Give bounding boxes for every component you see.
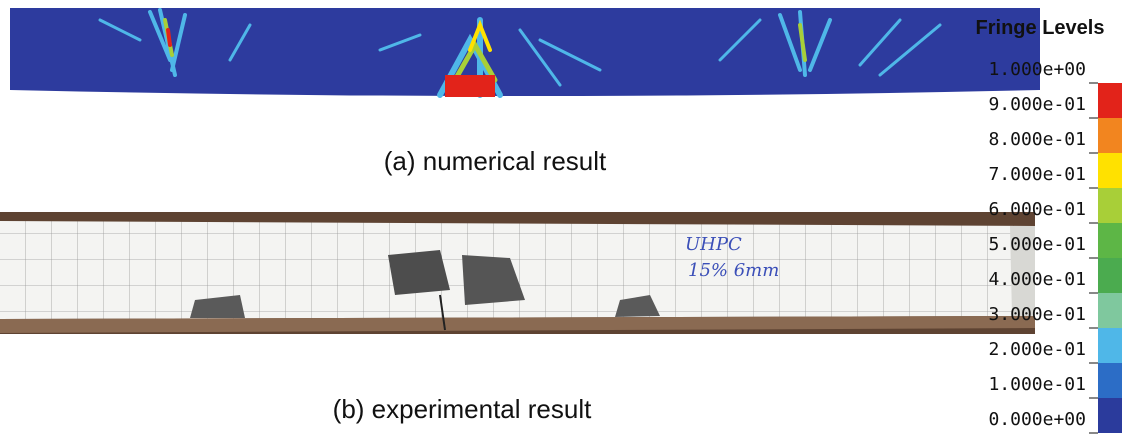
colorbar: 1.000e+00 9.000e-01 8.000e-01 7.000e-01 6.00… (988, 59, 1122, 433)
colorbar-title: Fringe Levels (976, 17, 1105, 39)
caption: (b) experimental result (333, 394, 592, 424)
colorbar-segment (1098, 188, 1122, 223)
colorbar-segment (1098, 118, 1122, 153)
colorbar-segment (1098, 328, 1122, 363)
level-label: 6.000e-01 (988, 199, 1086, 220)
level-label: 7.000e-01 (988, 164, 1086, 185)
level-label: 4.000e-01 (988, 269, 1086, 290)
colorbar-segment (1098, 258, 1122, 293)
experiment-photo: UHPC 15% 6mm (0, 212, 1035, 334)
colorbar-segment (1098, 398, 1122, 433)
handwriting: UHPC (685, 234, 742, 255)
level-label: 8.000e-01 (988, 129, 1086, 150)
level-label: 0.000e+00 (988, 409, 1086, 430)
colorbar-segment (1098, 223, 1122, 258)
level-label: 1.000e+00 (988, 59, 1086, 80)
colorbar-segment (1098, 363, 1122, 398)
figure: (a) numerical result UHPC 15% 6mm (b) ex… (0, 0, 1132, 441)
colorbar-segment (1098, 293, 1122, 328)
colorbar-segment (1098, 153, 1122, 188)
handwriting: 15% 6mm (688, 260, 779, 281)
level-label: 3.000e-01 (988, 304, 1086, 325)
level-label: 1.000e-01 (988, 374, 1086, 395)
level-label: 9.000e-01 (988, 94, 1086, 115)
level-label: 5.000e-01 (988, 234, 1086, 255)
simulation-image (10, 8, 1040, 97)
colorbar-segment (1098, 83, 1122, 118)
caption: (a) numerical result (384, 146, 607, 176)
level-label: 2.000e-01 (988, 339, 1086, 360)
